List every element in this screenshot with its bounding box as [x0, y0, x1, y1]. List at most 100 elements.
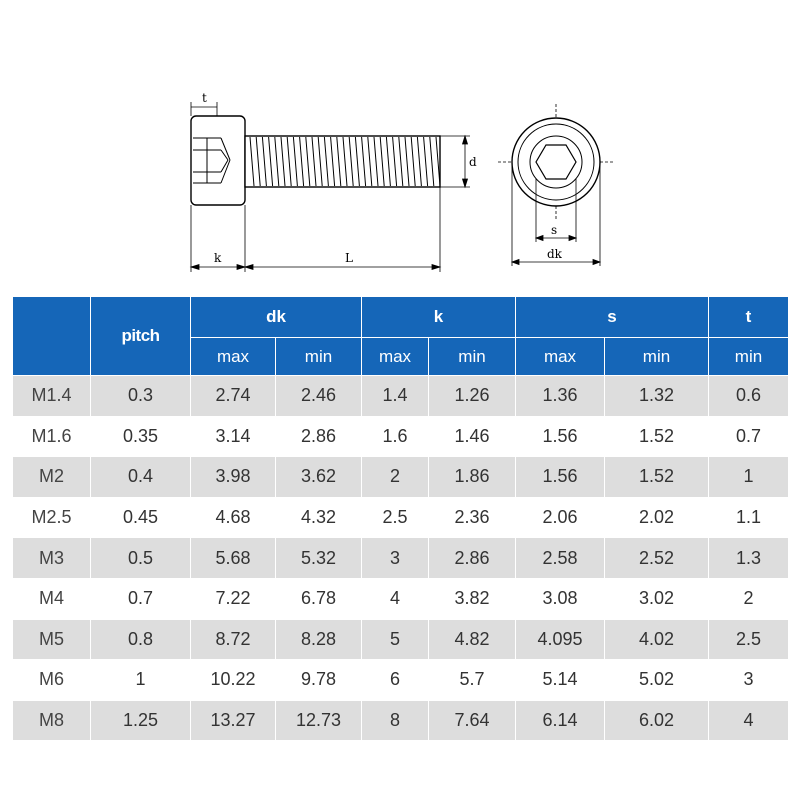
value-cell: 1.56: [515, 415, 605, 458]
header-s-max: max: [515, 337, 605, 376]
end-dimensions: [498, 104, 614, 266]
header-size-blank: [12, 296, 91, 376]
label-s: s: [551, 223, 557, 237]
value-cell: 12.73: [275, 699, 362, 742]
thread-line: [311, 136, 317, 187]
value-cell: 0.5: [90, 537, 191, 579]
thread-line: [435, 136, 441, 187]
thread-line: [261, 136, 267, 187]
value-cell: 4.02: [604, 618, 709, 661]
value-cell: 5.7: [428, 659, 516, 701]
value-cell: 2.36: [428, 496, 516, 539]
table-row: M6 1 10.22 9.78 6 5.7 5.14 5.02 3: [12, 659, 789, 701]
value-cell: 0.35: [90, 415, 191, 458]
value-cell: 0.6: [708, 375, 789, 417]
header-k: k: [361, 296, 516, 338]
screw-head: [190, 115, 246, 206]
value-cell: 3.14: [190, 415, 276, 458]
thread-line: [367, 136, 373, 187]
value-cell: 1.25: [90, 699, 191, 742]
table-row: M4 0.7 7.22 6.78 4 3.82 3.08 3.02 2: [12, 577, 789, 620]
dimension-labels: t k L d s dk: [202, 91, 563, 265]
label-d: d: [469, 155, 477, 169]
value-cell: 1.36: [515, 375, 605, 417]
size-cell: M1.6: [12, 415, 91, 458]
label-L: L: [345, 251, 353, 265]
value-cell: 1.56: [515, 456, 605, 498]
size-cell: M2.5: [12, 496, 91, 539]
thread-line: [354, 136, 360, 187]
value-cell: 1.52: [604, 456, 709, 498]
thread-line: [342, 136, 348, 187]
value-cell: 7.64: [428, 699, 516, 742]
value-cell: 0.7: [708, 415, 789, 458]
value-cell: 4.095: [515, 618, 605, 661]
value-cell: 2.5: [708, 618, 789, 661]
table-row: M3 0.5 5.68 5.32 3 2.86 2.58 2.52 1.3: [12, 537, 789, 579]
header-dk-min: min: [275, 337, 362, 376]
thread-line: [348, 136, 354, 187]
value-cell: 4.68: [190, 496, 276, 539]
screw-end-view: [511, 117, 601, 207]
value-cell: 7.22: [190, 577, 276, 620]
value-cell: 6.14: [515, 699, 605, 742]
value-cell: 3.62: [275, 456, 362, 498]
screw-dimension-drawing: t k L d s dk: [189, 91, 614, 272]
thread-line: [249, 136, 255, 187]
header-t-min: min: [708, 337, 789, 376]
value-cell: 1.32: [604, 375, 709, 417]
value-cell: 1.6: [361, 415, 429, 458]
value-cell: 3: [708, 659, 789, 701]
thread-line: [429, 136, 435, 187]
value-cell: 5.32: [275, 537, 362, 579]
value-cell: 4.32: [275, 496, 362, 539]
size-cell: M5: [12, 618, 91, 661]
value-cell: 1.86: [428, 456, 516, 498]
value-cell: 2.46: [275, 375, 362, 417]
thread-line: [286, 136, 292, 187]
value-cell: 0.45: [90, 496, 191, 539]
header-k-max: max: [361, 337, 429, 376]
thread-line: [336, 136, 342, 187]
value-cell: 3.82: [428, 577, 516, 620]
hex-socket-outline: [193, 137, 231, 184]
size-cell: M3: [12, 537, 91, 579]
table-row: M8 1.25 13.27 12.73 8 7.64 6.14 6.02 4: [12, 699, 789, 742]
thread-line: [323, 136, 329, 187]
value-cell: 2.86: [275, 415, 362, 458]
value-cell: 2: [708, 577, 789, 620]
header-s: s: [515, 296, 709, 338]
thread-line: [330, 136, 336, 187]
value-cell: 1.1: [708, 496, 789, 539]
header-dk: dk: [190, 296, 362, 338]
value-cell: 1.52: [604, 415, 709, 458]
value-cell: 0.4: [90, 456, 191, 498]
thread-line: [404, 136, 410, 187]
thread-line: [373, 136, 379, 187]
thread-line: [416, 136, 422, 187]
value-cell: 2.74: [190, 375, 276, 417]
value-cell: 2.02: [604, 496, 709, 539]
value-cell: 1: [708, 456, 789, 498]
thread-line: [379, 136, 385, 187]
hex-socket-end: [535, 144, 577, 180]
thread-line: [292, 136, 298, 187]
thread-line: [385, 136, 391, 187]
side-dimensions: [189, 102, 470, 272]
value-cell: 8.28: [275, 618, 362, 661]
header-k-min: min: [428, 337, 516, 376]
label-t: t: [202, 91, 207, 105]
value-cell: 10.22: [190, 659, 276, 701]
value-cell: 1.3: [708, 537, 789, 579]
size-cell: M8: [12, 699, 91, 742]
value-cell: 8.72: [190, 618, 276, 661]
size-cell: M4: [12, 577, 91, 620]
value-cell: 1.26: [428, 375, 516, 417]
value-cell: 6.78: [275, 577, 362, 620]
header-s-min: min: [604, 337, 709, 376]
value-cell: 2.5: [361, 496, 429, 539]
table-body: M1.4 0.3 2.74 2.46 1.4 1.26 1.36 1.32 0.6 M1.6 0.3…: [12, 375, 789, 742]
value-cell: 5.14: [515, 659, 605, 701]
size-cell: M1.4: [12, 375, 91, 417]
label-dk: dk: [547, 247, 563, 261]
